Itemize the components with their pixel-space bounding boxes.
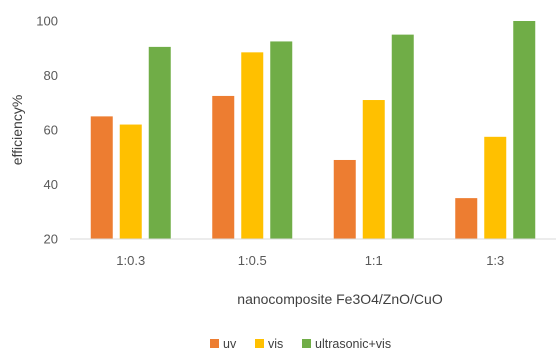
bar-ultrasonic-vis-2 — [391, 34, 414, 239]
bar-vis-3 — [484, 136, 507, 239]
x-tick-label: 1:0.3 — [116, 253, 145, 268]
legend-label: ultrasonic+vis — [315, 337, 391, 349]
y-tick-labels: 20 40 60 80 100 — [36, 14, 58, 247]
x-axis-title: nanocomposite Fe3O4/ZnO/CuO — [237, 291, 443, 307]
bar-ultrasonic-vis-3 — [513, 21, 536, 239]
bar-marks — [90, 21, 536, 240]
bar-ultrasonic-vis-1 — [270, 41, 293, 239]
x-tick-label: 1:1 — [365, 253, 383, 268]
legend-label: uv — [223, 337, 237, 349]
y-tick-label: 80 — [44, 68, 58, 83]
x-tick-labels: 1:0.3 1:0.5 1:1 1:3 — [116, 253, 504, 268]
bar-uv-3 — [455, 198, 478, 239]
x-tick-label: 1:0.5 — [238, 253, 267, 268]
legend-label: vis — [268, 337, 283, 349]
bar-vis-0 — [119, 124, 142, 239]
y-axis-title: efficiency% — [9, 95, 25, 166]
bar-uv-2 — [333, 159, 356, 239]
y-tick-label: 100 — [36, 14, 58, 29]
y-tick-label: 20 — [44, 232, 58, 247]
bar-uv-1 — [212, 95, 235, 239]
legend-swatch — [302, 339, 311, 348]
legend-swatch — [255, 339, 264, 348]
legend-swatch — [210, 339, 219, 348]
bar-ultrasonic-vis-0 — [148, 46, 171, 240]
bar-vis-2 — [362, 100, 385, 240]
x-tick-label: 1:3 — [486, 253, 504, 268]
y-tick-label: 60 — [44, 123, 58, 138]
y-tick-label: 40 — [44, 177, 58, 192]
legend: uv vis ultrasonic+vis — [210, 337, 391, 349]
bar-uv-0 — [90, 116, 113, 239]
bar-vis-1 — [241, 52, 264, 240]
